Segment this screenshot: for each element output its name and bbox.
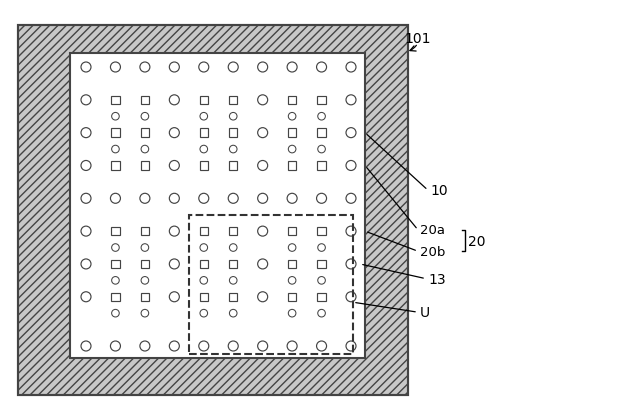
Bar [141,227,149,236]
Bar [229,260,237,268]
Bar [200,162,208,170]
Bar [200,129,208,138]
Text: 20a: 20a [420,224,445,237]
Bar [18,26,408,395]
Bar [200,227,208,236]
Bar [111,227,120,236]
Text: 101: 101 [404,32,431,46]
Bar [141,293,149,301]
Bar [111,293,120,301]
Bar [189,215,353,354]
Bar [229,162,237,170]
Bar [288,293,296,301]
Bar [317,162,326,170]
Bar [141,162,149,170]
Bar [200,260,208,268]
Bar [200,293,208,301]
Bar [317,293,326,301]
Text: 20: 20 [468,234,486,248]
Bar [200,96,208,105]
Bar [70,54,365,358]
Bar [18,26,408,395]
Bar [288,162,296,170]
Bar [317,227,326,236]
Bar [288,260,296,268]
Bar [229,227,237,236]
Bar [317,260,326,268]
Bar [111,162,120,170]
Bar [317,96,326,105]
Bar [317,129,326,138]
Text: U: U [420,306,430,319]
Bar [229,96,237,105]
Bar [288,129,296,138]
Bar [111,96,120,105]
Text: 20b: 20b [420,245,445,258]
Bar [141,129,149,138]
Bar [111,129,120,138]
Bar [288,96,296,105]
Bar [141,260,149,268]
Bar [229,293,237,301]
Bar [141,96,149,105]
Bar [229,129,237,138]
Text: 13: 13 [428,272,445,286]
Bar [111,260,120,268]
Text: 10: 10 [430,184,447,198]
Bar [288,227,296,236]
